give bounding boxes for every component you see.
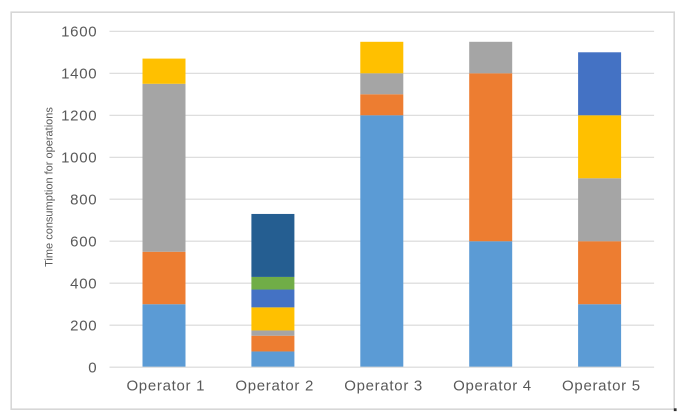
svg-text:Time consumption for operation: Time consumption for operations: [44, 107, 56, 267]
svg-text:Operator 4: Operator 4: [453, 378, 532, 395]
svg-text:400: 400: [70, 276, 97, 293]
svg-text:800: 800: [70, 192, 97, 209]
svg-text:1000: 1000: [61, 150, 97, 167]
svg-text:1400: 1400: [61, 66, 97, 83]
svg-text:1600: 1600: [61, 24, 97, 41]
svg-text:600: 600: [70, 234, 97, 251]
svg-text:Operator 3: Operator 3: [344, 378, 423, 395]
svg-text:0: 0: [88, 360, 97, 377]
svg-text:1200: 1200: [61, 108, 97, 125]
svg-text:200: 200: [70, 318, 97, 335]
svg-text:Operator 2: Operator 2: [235, 378, 314, 395]
svg-text:Operator 5: Operator 5: [562, 378, 641, 395]
svg-text:Operator 1: Operator 1: [126, 378, 205, 395]
